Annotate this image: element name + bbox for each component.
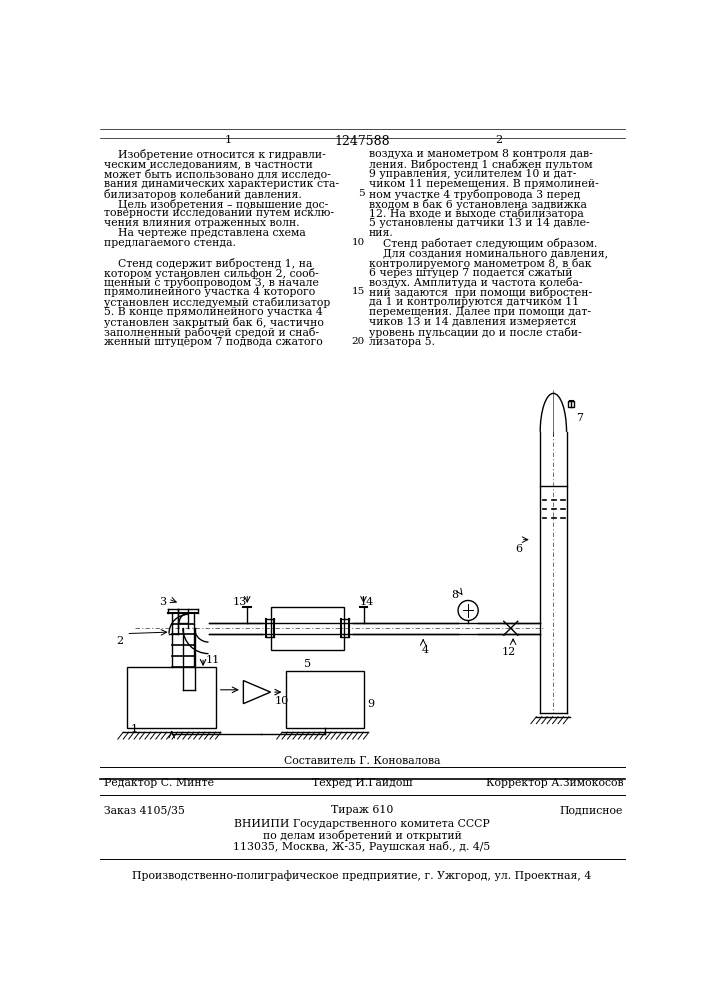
Text: 14: 14 xyxy=(360,597,374,607)
Text: Тираж 610: Тираж 610 xyxy=(331,805,393,815)
Text: прямолинейного участка 4 которого: прямолинейного участка 4 которого xyxy=(104,287,315,297)
Bar xyxy=(271,607,344,650)
Text: чиков 13 и 14 давления измеряется: чиков 13 и 14 давления измеряется xyxy=(369,317,576,327)
Text: 6: 6 xyxy=(515,544,522,554)
Text: чиком 11 перемещения. В прямолиней-: чиком 11 перемещения. В прямолиней- xyxy=(369,179,599,189)
Text: Изобретение относится к гидравли-: Изобретение относится к гидравли- xyxy=(104,149,326,160)
Text: женный штуцером 7 подвода сжатого: женный штуцером 7 подвода сжатого xyxy=(104,337,322,347)
Text: Стенд содержит вибростенд 1, на: Стенд содержит вибростенд 1, на xyxy=(104,258,312,269)
Text: билизаторов колебаний давления.: билизаторов колебаний давления. xyxy=(104,189,302,200)
Text: ния.: ния. xyxy=(369,228,394,238)
Text: 13: 13 xyxy=(233,597,247,607)
Text: воздух. Амплитуда и частота колеба-: воздух. Амплитуда и частота колеба- xyxy=(369,277,583,288)
Text: ления. Вибростенд 1 снабжен пультом: ления. Вибростенд 1 снабжен пультом xyxy=(369,159,592,170)
Text: 11: 11 xyxy=(206,655,220,665)
Bar xyxy=(568,401,574,407)
Text: 5 установлены датчики 13 и 14 давле-: 5 установлены датчики 13 и 14 давле- xyxy=(369,218,590,228)
Text: Подписное: Подписное xyxy=(560,805,623,815)
Text: воздуха и манометром 8 контроля дав-: воздуха и манометром 8 контроля дав- xyxy=(369,149,592,159)
Text: Цель изобретения – повышение дос-: Цель изобретения – повышение дос- xyxy=(104,199,328,210)
Text: Корректор А.Зимокосов: Корректор А.Зимокосов xyxy=(486,778,623,788)
Text: чения влияния отраженных волн.: чения влияния отраженных волн. xyxy=(104,218,300,228)
Text: товерности исследований путем исклю-: товерности исследований путем исклю- xyxy=(104,208,334,218)
Text: 6 через штуцер 7 подается сжатый: 6 через штуцер 7 подается сжатый xyxy=(369,268,573,278)
Text: 7: 7 xyxy=(575,413,583,423)
Text: предлагаемого стенда.: предлагаемого стенда. xyxy=(104,238,235,248)
Text: ВНИИПИ Государственного комитета СССР: ВНИИПИ Государственного комитета СССР xyxy=(234,819,490,829)
Text: Техред И.Гайдош: Техред И.Гайдош xyxy=(312,778,412,788)
Text: Стенд работает следующим образом.: Стенд работает следующим образом. xyxy=(369,238,597,249)
Text: 5. В конце прямолинейного участка 4: 5. В конце прямолинейного участка 4 xyxy=(104,307,322,317)
Text: может быть использовано для исследо-: может быть использовано для исследо- xyxy=(104,169,331,180)
Text: вания динамических характеристик ста-: вания динамических характеристик ста- xyxy=(104,179,339,189)
Text: На чертеже представлена схема: На чертеже представлена схема xyxy=(104,228,305,238)
Text: котором установлен сильфон 2, сооб-: котором установлен сильфон 2, сооб- xyxy=(104,268,319,279)
Text: 15: 15 xyxy=(352,287,365,296)
Text: 1247588: 1247588 xyxy=(334,135,390,148)
Text: Редактор С. Минте: Редактор С. Минте xyxy=(104,778,214,788)
Text: установлен закрытый бак 6, частично: установлен закрытый бак 6, частично xyxy=(104,317,324,328)
Text: контролируемого манометром 8, в бак: контролируемого манометром 8, в бак xyxy=(369,258,592,269)
Text: 5: 5 xyxy=(304,659,311,669)
Text: 12. На входе и выходе стабилизатора: 12. На входе и выходе стабилизатора xyxy=(369,208,584,219)
Text: заполненный рабочей средой и снаб-: заполненный рабочей средой и снаб- xyxy=(104,327,319,338)
Circle shape xyxy=(458,600,478,620)
Text: 1: 1 xyxy=(131,724,138,734)
Text: ном участке 4 трубопровода 3 перед: ном участке 4 трубопровода 3 перед xyxy=(369,189,580,200)
Text: да 1 и контролируются датчиком 11: да 1 и контролируются датчиком 11 xyxy=(369,297,579,307)
Text: 10: 10 xyxy=(274,696,288,706)
Text: установлен исследуемый стабилизатор: установлен исследуемый стабилизатор xyxy=(104,297,330,308)
Text: 9 управления, усилителем 10 и дат-: 9 управления, усилителем 10 и дат- xyxy=(369,169,576,179)
Text: 4: 4 xyxy=(421,645,428,655)
Text: лизатора 5.: лизатора 5. xyxy=(369,337,435,347)
Text: щенный с трубопроводом 3, в начале: щенный с трубопроводом 3, в начале xyxy=(104,277,319,288)
Text: 8: 8 xyxy=(452,590,459,600)
Text: Заказ 4105/35: Заказ 4105/35 xyxy=(104,805,185,815)
Text: 12: 12 xyxy=(501,647,515,657)
Text: 113035, Москва, Ж-35, Раушская наб., д. 4/5: 113035, Москва, Ж-35, Раушская наб., д. … xyxy=(233,841,491,852)
Text: 10: 10 xyxy=(352,238,365,247)
Text: входом в бак 6 установлена задвижка: входом в бак 6 установлена задвижка xyxy=(369,199,587,210)
Text: ческим исследованиям, в частности: ческим исследованиям, в частности xyxy=(104,159,312,169)
Bar xyxy=(127,667,216,728)
Text: 9: 9 xyxy=(368,699,375,709)
Text: 3: 3 xyxy=(159,597,166,607)
Text: 2: 2 xyxy=(496,135,503,145)
Text: 20: 20 xyxy=(352,337,365,346)
Text: Производственно-полиграфическое предприятие, г. Ужгород, ул. Проектная, 4: Производственно-полиграфическое предприя… xyxy=(132,870,592,881)
Bar xyxy=(286,671,363,728)
Text: 1: 1 xyxy=(224,135,231,145)
Text: Для создания номинального давления,: Для создания номинального давления, xyxy=(369,248,608,258)
Text: 2: 2 xyxy=(116,636,123,646)
Text: 5: 5 xyxy=(358,189,365,198)
Text: перемещения. Далее при помощи дат-: перемещения. Далее при помощи дат- xyxy=(369,307,591,317)
Text: уровень пульсации до и после стаби-: уровень пульсации до и после стаби- xyxy=(369,327,582,338)
Text: по делам изобретений и открытий: по делам изобретений и открытий xyxy=(262,830,462,841)
Text: Составитель Г. Коновалова: Составитель Г. Коновалова xyxy=(284,756,440,766)
Text: ний задаются  при помощи вибростен-: ний задаются при помощи вибростен- xyxy=(369,287,592,298)
